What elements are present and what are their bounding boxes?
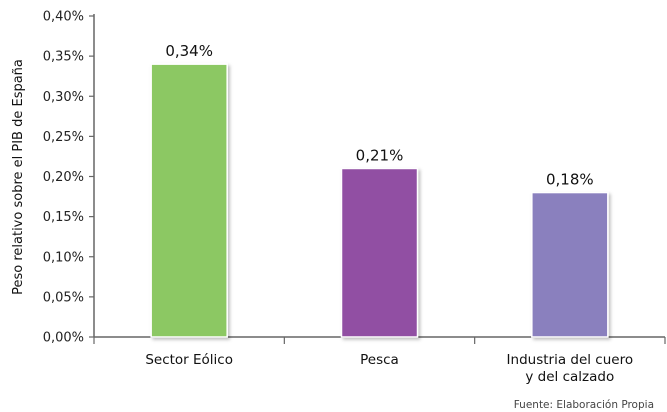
y-tick-label: 0,25% — [43, 130, 84, 145]
labels: 0,34% Sector Eólico 0,21% Pesca 0,18% Industr… — [145, 42, 633, 385]
y-tick-label: 0,15% — [43, 210, 84, 225]
y-tick-label: 0,05% — [43, 290, 84, 305]
y-tick-label: 0,20% — [43, 170, 84, 185]
data-label: 0,21% — [356, 146, 404, 164]
y-tick-label: 0,30% — [43, 90, 84, 105]
y-tick-label: 0,00% — [43, 331, 84, 346]
bar-1 — [150, 63, 228, 338]
bars — [150, 63, 609, 338]
y-tick-label: 0,10% — [43, 250, 84, 265]
category-label: Pesca — [360, 352, 399, 368]
y-tick-label: 0,40% — [43, 10, 84, 25]
category-label: Sector Eólico — [145, 352, 233, 368]
y-tick-label: 0,35% — [43, 50, 84, 65]
category-label: Industria del cuero y del calzado — [507, 352, 634, 385]
source-note: Fuente: Elaboración Propia — [514, 399, 654, 411]
bar-2 — [340, 167, 419, 338]
bar-3 — [531, 191, 609, 338]
data-label: 0,18% — [546, 171, 594, 189]
data-label: 0,34% — [165, 42, 213, 60]
y-axis-label: Peso relativo sobre el PIB de España — [11, 59, 26, 295]
